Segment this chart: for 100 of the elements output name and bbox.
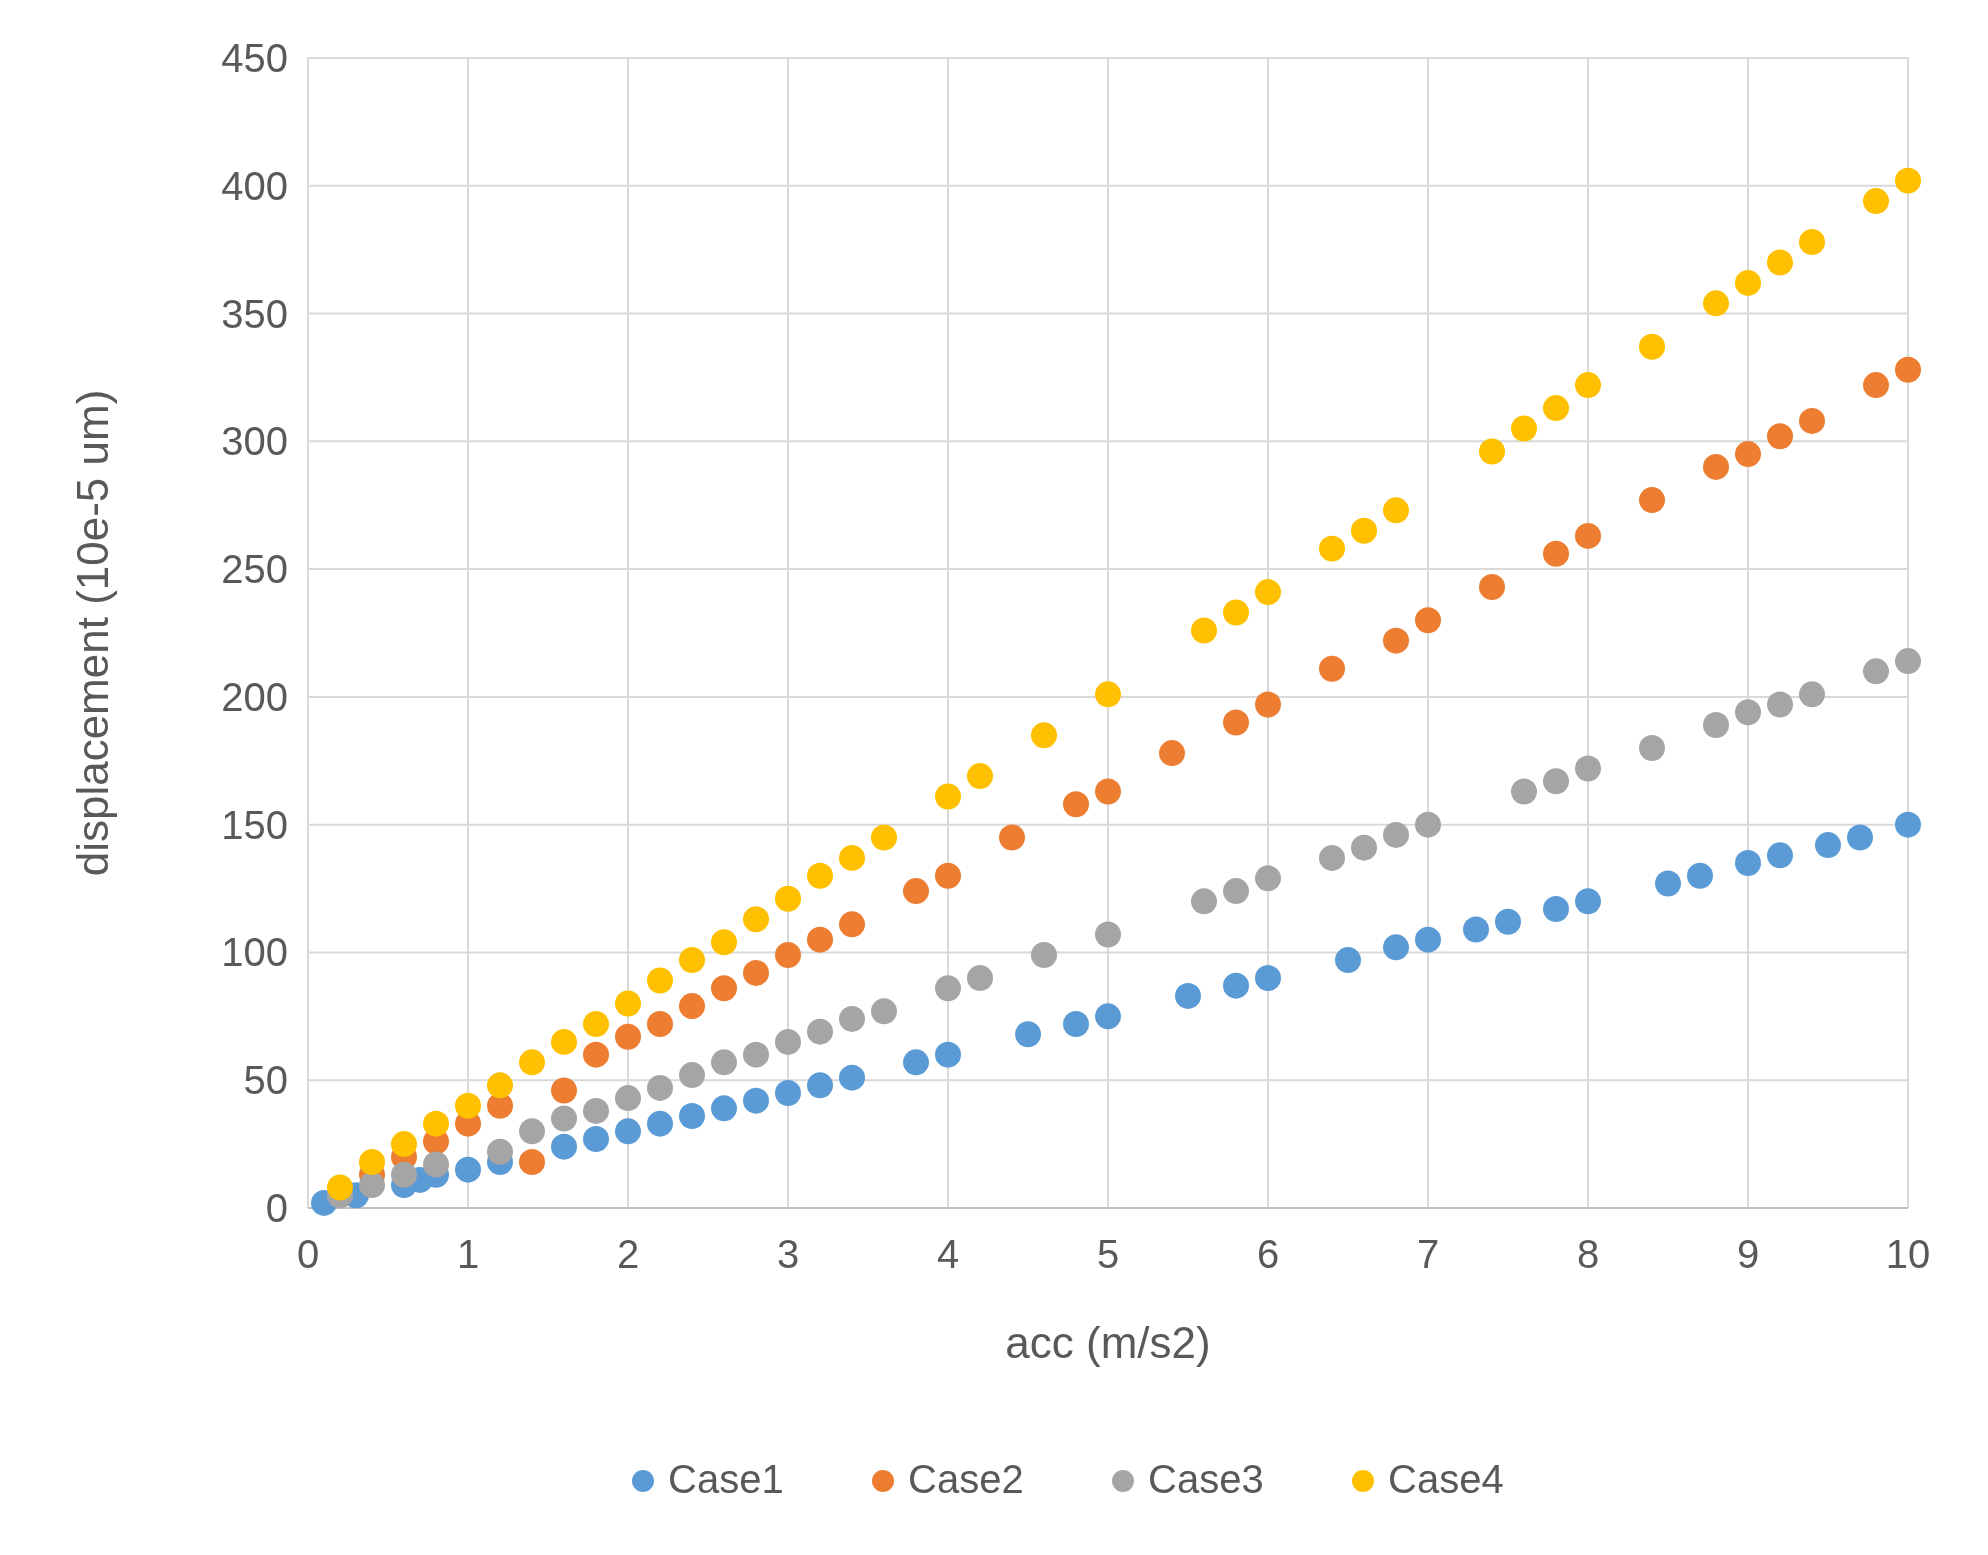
point	[711, 975, 737, 1002]
point	[1095, 921, 1121, 948]
point	[1335, 947, 1361, 974]
point	[1159, 740, 1185, 767]
point	[743, 959, 769, 986]
point	[967, 965, 993, 991]
point	[1639, 487, 1665, 514]
point	[839, 1064, 865, 1091]
y-tick-label: 400	[221, 163, 288, 208]
point	[1543, 768, 1569, 795]
point	[871, 998, 897, 1025]
point	[1847, 824, 1873, 851]
point	[1415, 607, 1441, 634]
point	[1575, 888, 1601, 915]
point	[1735, 699, 1761, 726]
point	[679, 1103, 705, 1129]
point	[615, 1085, 641, 1112]
y-tick-label: 450	[221, 36, 288, 80]
y-tick-label: 250	[221, 547, 288, 592]
point	[1255, 965, 1281, 991]
point	[775, 942, 801, 968]
point	[1383, 934, 1409, 961]
point	[1575, 522, 1601, 549]
point	[1655, 870, 1681, 897]
point	[1191, 888, 1217, 915]
point	[1575, 755, 1601, 782]
point	[711, 1049, 737, 1076]
point	[1703, 712, 1729, 738]
point	[1319, 655, 1345, 682]
point	[583, 1011, 609, 1037]
point	[839, 911, 865, 938]
legend-label: Case3	[1148, 1457, 1264, 1501]
point	[647, 1074, 673, 1101]
point	[903, 878, 929, 905]
point	[647, 1011, 673, 1037]
point	[1735, 269, 1761, 296]
point	[1223, 878, 1249, 905]
point	[1063, 791, 1089, 818]
point	[1223, 599, 1249, 626]
y-tick-label: 50	[243, 1058, 288, 1103]
point	[1799, 681, 1825, 708]
point	[807, 926, 833, 953]
point	[1415, 926, 1441, 953]
point	[1383, 627, 1409, 654]
point	[1319, 844, 1345, 871]
x-tick-label: 1	[456, 1232, 480, 1276]
point	[615, 1023, 641, 1050]
point	[423, 1110, 449, 1137]
point	[903, 1049, 929, 1076]
point	[1575, 372, 1601, 399]
point	[711, 929, 737, 956]
point	[1639, 333, 1665, 360]
point	[1687, 862, 1713, 889]
legend-label: Case1	[668, 1457, 784, 1501]
point	[519, 1118, 545, 1145]
point	[1319, 535, 1345, 562]
point	[1767, 249, 1793, 276]
point	[935, 975, 961, 1002]
point	[551, 1028, 577, 1055]
point	[1351, 517, 1377, 544]
point	[775, 885, 801, 912]
point	[1735, 441, 1761, 468]
point	[967, 763, 993, 790]
x-tick-label: 5	[1096, 1232, 1120, 1276]
point	[1415, 811, 1441, 838]
point	[807, 1018, 833, 1045]
point	[551, 1077, 577, 1104]
point	[743, 906, 769, 933]
point	[487, 1072, 513, 1099]
y-tick-label: 100	[221, 930, 288, 975]
point	[455, 1092, 481, 1119]
x-tick-label: 2	[616, 1232, 640, 1276]
point	[1863, 658, 1889, 685]
point	[1863, 188, 1889, 215]
point	[1031, 942, 1057, 968]
point	[807, 862, 833, 889]
point	[1815, 832, 1841, 859]
point	[1351, 834, 1377, 861]
point	[1255, 579, 1281, 606]
point	[1255, 691, 1281, 718]
point	[1511, 415, 1537, 442]
point	[1895, 811, 1921, 838]
x-tick-label: 8	[1576, 1232, 1600, 1276]
point	[1031, 722, 1057, 749]
x-tick-label: 10	[1885, 1232, 1931, 1276]
point	[743, 1041, 769, 1068]
point	[391, 1161, 417, 1188]
x-axis-title: acc (m/s2)	[1005, 1318, 1211, 1367]
point	[583, 1041, 609, 1068]
point	[1095, 778, 1121, 805]
point	[1015, 1021, 1041, 1048]
point	[1095, 1003, 1121, 1030]
point	[1799, 229, 1825, 255]
point	[1895, 648, 1921, 675]
point	[1063, 1011, 1089, 1037]
point	[327, 1174, 353, 1201]
point	[1543, 540, 1569, 567]
point	[1703, 290, 1729, 317]
point	[839, 1005, 865, 1032]
y-tick-label: 200	[221, 674, 288, 719]
